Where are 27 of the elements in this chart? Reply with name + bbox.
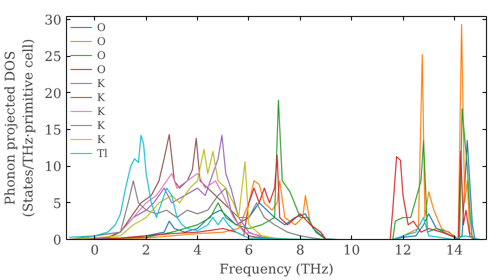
x-tick-label: 6 xyxy=(244,244,254,258)
x-tick-label: 4 xyxy=(193,244,202,258)
legend-label: O xyxy=(97,34,107,48)
legend-label: K xyxy=(97,76,106,90)
legend-label: O xyxy=(97,48,107,62)
y-tick-label: 5 xyxy=(53,196,62,212)
legend-label: K xyxy=(97,118,106,132)
y-tick-label: 15 xyxy=(44,123,62,138)
legend-label: Tl xyxy=(97,146,109,160)
x-tick-label: 0 xyxy=(90,244,99,258)
legend-label: K xyxy=(97,104,106,118)
y-tick-label: 25 xyxy=(44,50,62,66)
legend-label: K xyxy=(97,90,106,104)
y-tick-label: 20 xyxy=(44,86,62,102)
legend-label: O xyxy=(97,62,107,76)
y-tick-label: 10 xyxy=(44,160,62,176)
x-tick-label: 14 xyxy=(446,244,463,258)
y-tick-label: 30 xyxy=(44,13,62,28)
y-axis-title: Phonon projected DOS (States/THz·primitive cell) xyxy=(4,38,37,218)
x-tick-label: 2 xyxy=(142,244,150,258)
x-tick-label: 10 xyxy=(343,244,360,258)
y-tick-label: 0 xyxy=(53,234,62,248)
x-tick-label: 8 xyxy=(296,244,305,258)
x-axis-title: Frequency (THz) xyxy=(219,262,334,278)
legend-label: K xyxy=(97,132,106,146)
x-tick-label: 12 xyxy=(394,244,412,258)
legend-label: O xyxy=(97,20,107,34)
